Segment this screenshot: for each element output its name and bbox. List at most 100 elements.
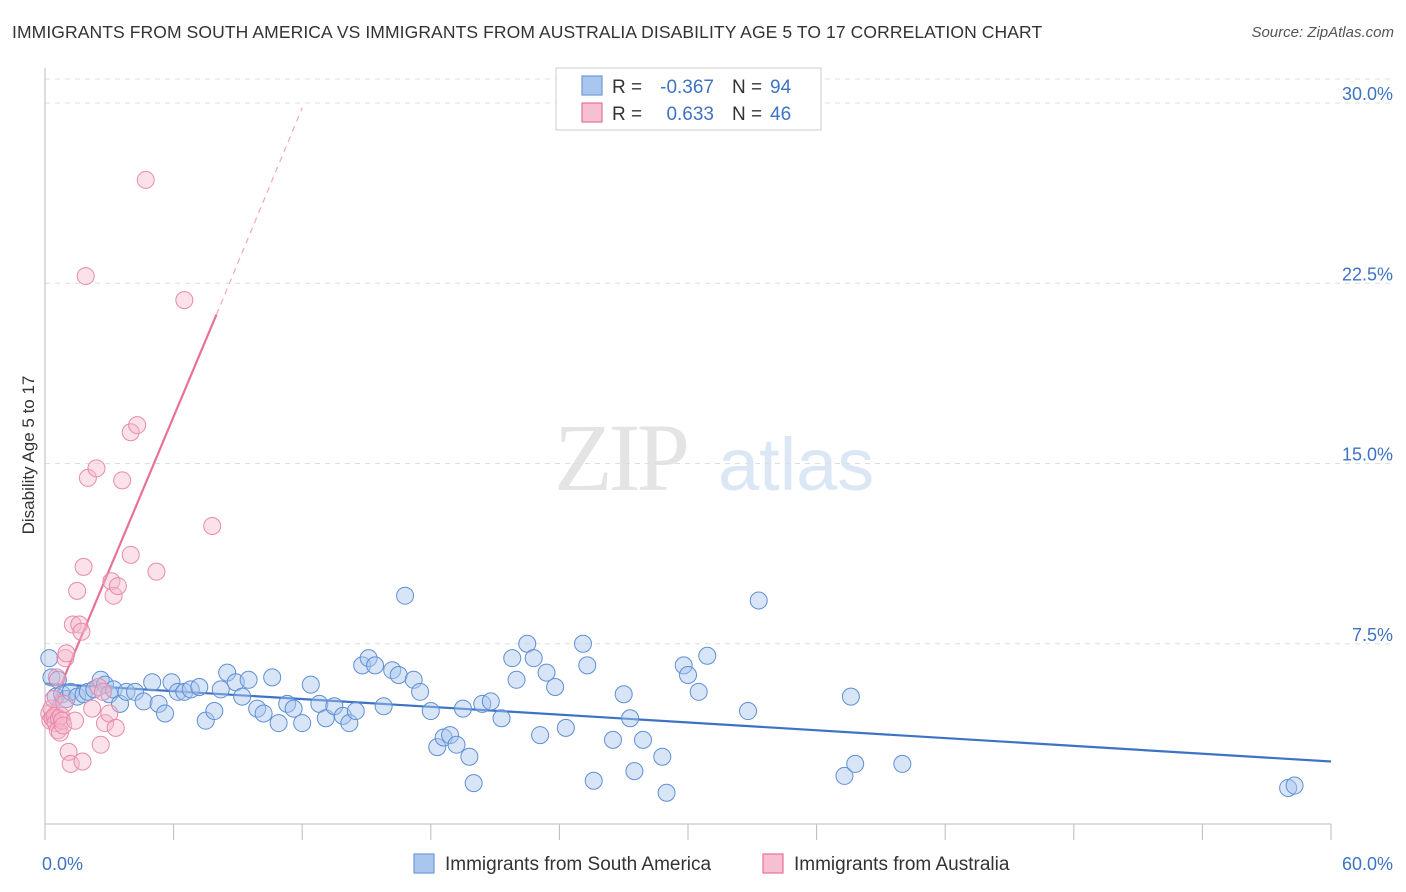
point-south-america: [537, 663, 556, 682]
point-south-america: [749, 591, 768, 610]
chart-source: Source: ZipAtlas.com: [1251, 24, 1394, 41]
trend-line-south-america: [44, 682, 1332, 763]
point-south-america: [447, 735, 466, 754]
point-south-america: [441, 726, 460, 745]
legend-n-label-1: N =: [732, 77, 762, 98]
point-south-america: [503, 649, 522, 668]
point-south-america: [156, 704, 175, 723]
point-south-america: [584, 771, 603, 790]
point-australia: [76, 267, 95, 286]
point-south-america: [143, 673, 162, 692]
point-south-america: [239, 670, 258, 689]
point-south-america: [698, 646, 717, 665]
point-south-america: [346, 702, 365, 721]
point-south-america: [190, 678, 209, 697]
point-south-america: [507, 670, 526, 689]
point-australia: [47, 668, 66, 687]
point-australia: [73, 752, 92, 771]
point-south-america: [1285, 776, 1304, 795]
data-points: [40, 170, 1304, 802]
point-australia: [87, 459, 106, 478]
point-south-america: [621, 709, 640, 728]
point-australia: [121, 545, 140, 564]
point-australia: [57, 644, 76, 663]
y-tick-label: 30.0%: [1342, 84, 1393, 104]
point-south-america: [674, 656, 693, 675]
point-south-america: [396, 586, 415, 605]
point-australia: [203, 517, 222, 535]
point-south-america: [254, 704, 273, 723]
point-south-america: [353, 656, 372, 675]
x-tick-label: 0.0%: [42, 854, 83, 874]
point-south-america: [893, 754, 912, 773]
point-south-america: [428, 738, 447, 757]
point-south-america: [359, 649, 378, 668]
point-south-america: [389, 666, 408, 684]
point-south-america: [411, 682, 430, 701]
point-australia: [54, 716, 73, 735]
legend-n-label-2: N =: [732, 104, 762, 125]
point-south-america: [149, 694, 168, 713]
point-south-america: [301, 675, 320, 694]
bottom-legend-swatch-south-america: [413, 853, 435, 874]
point-australia: [70, 615, 89, 634]
point-australia: [147, 562, 166, 581]
point-south-america: [421, 702, 440, 721]
point-south-america: [464, 774, 483, 793]
point-australia: [175, 291, 194, 310]
point-south-america: [134, 692, 153, 711]
point-south-america: [679, 666, 697, 684]
point-south-america: [40, 649, 59, 668]
point-australia: [74, 557, 93, 576]
point-australia: [55, 694, 74, 713]
point-australia: [91, 735, 110, 754]
point-australia: [83, 699, 102, 718]
point-south-america: [835, 766, 854, 785]
point-south-america: [263, 668, 282, 687]
watermark-zip: ZIP: [554, 404, 687, 511]
chart-title: IMMIGRANTS FROM SOUTH AMERICA VS IMMIGRA…: [12, 22, 1043, 42]
point-south-america: [460, 747, 479, 766]
point-south-america: [546, 678, 565, 697]
point-south-america: [689, 682, 708, 701]
point-south-america: [657, 783, 676, 802]
point-south-america: [269, 714, 288, 733]
watermark-atlas: atlas: [718, 423, 874, 506]
legend-r-value-2: 0.633: [666, 104, 714, 125]
point-south-america: [524, 649, 543, 668]
x-tick-label: 60.0%: [1342, 854, 1393, 874]
point-australia: [66, 711, 85, 730]
point-australia: [128, 416, 147, 435]
legend-swatch-south-america: [581, 75, 603, 96]
tick-labels: 7.5% 15.0% 22.5% 30.0% 0.0% 60.0%: [42, 84, 1393, 874]
point-south-america: [556, 718, 575, 737]
point-australia: [68, 581, 87, 600]
point-australia: [104, 586, 123, 605]
point-australia: [106, 718, 125, 737]
point-south-america: [531, 726, 550, 745]
grid: [45, 78, 1393, 645]
point-south-america: [293, 714, 312, 733]
y-tick-label: 22.5%: [1342, 264, 1393, 284]
point-south-america: [653, 747, 672, 766]
y-tick-label: 15.0%: [1342, 445, 1393, 465]
legend-r-value-1: -0.367: [660, 77, 714, 98]
point-australia: [136, 170, 155, 189]
point-south-america: [284, 699, 303, 718]
point-australia: [72, 622, 91, 641]
point-south-america: [366, 656, 385, 675]
legend-r-label-1: R =: [612, 77, 642, 98]
point-australia: [61, 754, 80, 773]
point-south-america: [739, 702, 758, 721]
point-south-america: [205, 702, 224, 721]
legend-swatch-australia: [581, 102, 603, 123]
y-tick-label: 7.5%: [1352, 625, 1393, 645]
point-australia: [121, 423, 140, 442]
point-south-america: [603, 730, 622, 749]
point-south-america: [211, 680, 230, 699]
point-south-america: [573, 634, 592, 653]
point-south-america: [633, 730, 652, 749]
point-australia: [96, 714, 115, 733]
point-south-america: [841, 687, 860, 706]
point-australia: [113, 471, 132, 490]
